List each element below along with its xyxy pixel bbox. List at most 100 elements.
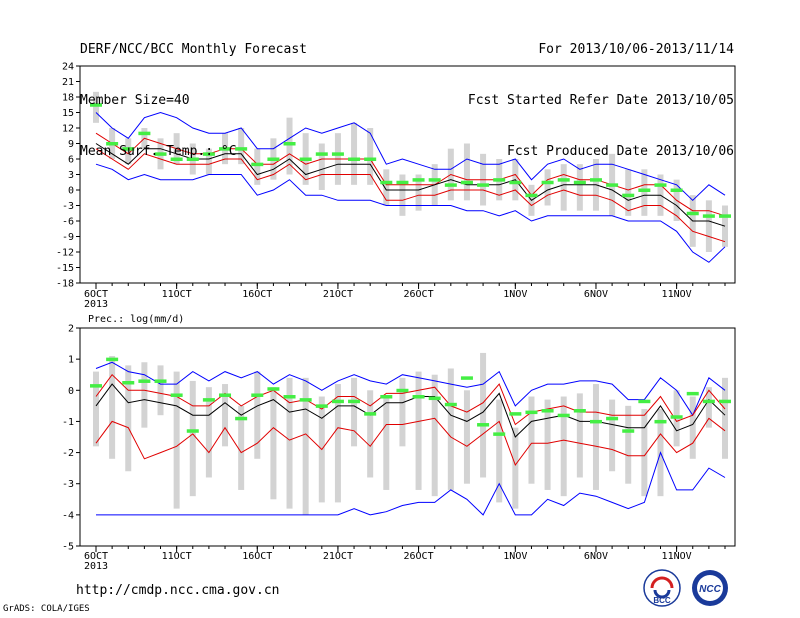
member-range-bar: [722, 377, 728, 459]
observed-marker: [428, 178, 441, 182]
observed-marker: [444, 183, 457, 187]
member-range-bar: [254, 148, 261, 185]
observed-marker: [348, 157, 361, 161]
member-range-bar: [641, 408, 648, 497]
observed-marker: [154, 152, 167, 156]
y-tick-label: -9: [62, 232, 74, 243]
member-range-bar: [609, 399, 616, 472]
observed-marker: [154, 379, 167, 383]
member-range-bar: [125, 138, 132, 165]
bcc-logo-text: BCC: [653, 596, 671, 605]
member-range-bar: [463, 143, 470, 201]
y-tick-label: -18: [56, 279, 74, 290]
x-tick-label: 1NOV: [503, 551, 527, 562]
observed-marker: [348, 399, 361, 404]
member-range-bar: [576, 164, 583, 211]
member-range-bar: [318, 143, 325, 190]
y-tick-label: 12: [62, 124, 74, 135]
observed-marker: [315, 404, 328, 408]
member-range-bar: [463, 390, 470, 484]
member-range-bar: [480, 352, 487, 478]
observed-marker: [396, 388, 409, 393]
panel-label: Prec.: log(mm/d): [88, 314, 184, 325]
series-line-lower: [95, 417, 726, 467]
observed-marker: [589, 178, 602, 182]
observed-marker: [444, 402, 457, 407]
observed-marker: [541, 180, 554, 185]
member-range-bar: [286, 377, 293, 509]
observed-marker: [315, 152, 328, 156]
header-variable: Mean Surf. Temp.: °C: [80, 144, 237, 159]
x-tick-label: 6NOV: [584, 289, 608, 300]
observed-marker: [267, 387, 280, 391]
observed-marker: [186, 157, 199, 161]
observed-marker: [122, 147, 135, 151]
observed-marker: [460, 180, 473, 185]
observed-marker: [138, 131, 151, 136]
x-tick-label: 6OCT: [84, 289, 108, 300]
member-range-bar: [302, 377, 309, 515]
x-tick-label: 6OCT: [84, 551, 108, 562]
observed-marker: [138, 379, 151, 383]
member-range-bar: [399, 174, 406, 216]
observed-marker: [493, 178, 506, 182]
member-range-bar: [351, 377, 358, 447]
source-url[interactable]: http://cmdp.ncc.cma.gov.cn: [76, 583, 280, 598]
member-range-bar: [415, 371, 422, 490]
member-range-bar: [399, 377, 406, 447]
observed-marker: [719, 214, 731, 218]
x-tick-label: 11OCT: [162, 551, 192, 562]
x-tick-label: 16OCT: [242, 551, 272, 562]
observed-marker: [380, 180, 393, 185]
member-range-bar: [447, 368, 454, 490]
member-range-bar: [367, 390, 374, 478]
observed-marker: [235, 147, 248, 151]
y-tick-label: 3: [68, 170, 74, 181]
observed-marker: [509, 412, 522, 416]
y-tick-label: -4: [62, 510, 74, 521]
grads-credit: GrADS: COLA/IGES: [3, 604, 90, 614]
member-range-bar: [93, 91, 99, 123]
member-range-bar: [205, 148, 212, 175]
observed-marker: [493, 432, 506, 436]
header-started-date: Fcst Started Refer Date 2013/10/05: [467, 93, 734, 108]
observed-marker: [719, 399, 731, 404]
x-tick-label: 11OCT: [162, 289, 192, 300]
member-range-bar: [238, 128, 245, 165]
observed-marker: [235, 416, 248, 421]
observed-marker: [509, 180, 522, 185]
observed-marker: [670, 188, 683, 192]
observed-marker: [573, 409, 586, 413]
y-tick-label: 2: [68, 324, 74, 335]
member-range-bar: [93, 371, 99, 447]
observed-marker: [170, 157, 183, 161]
y-tick-label: -2: [62, 448, 74, 459]
observed-marker: [638, 399, 651, 404]
header-member-size: Member Size=40: [80, 93, 190, 108]
observed-marker: [428, 396, 441, 401]
observed-marker: [541, 409, 554, 413]
series-line-max: [95, 111, 726, 201]
header-produced-date: Fcst Produced Date 2013/10/06: [507, 144, 734, 159]
y-tick-label: 0: [68, 386, 74, 397]
observed-marker: [396, 180, 409, 185]
ncc-logo-text: NCC: [699, 584, 721, 595]
member-range-bar: [286, 117, 293, 175]
observed-marker: [702, 214, 715, 218]
x-tick-label: 21OCT: [323, 289, 353, 300]
observed-marker: [331, 152, 344, 156]
member-range-bar: [238, 405, 245, 490]
member-range-bar: [383, 396, 390, 490]
observed-marker: [589, 419, 602, 424]
observed-marker: [557, 413, 570, 418]
y-tick-label: -6: [62, 217, 74, 228]
member-range-bar: [109, 356, 116, 459]
observed-marker: [525, 410, 538, 415]
x-tick-label: 21OCT: [323, 551, 353, 562]
y-tick-label: 9: [68, 139, 74, 150]
observed-marker: [202, 398, 215, 402]
member-range-bar: [544, 399, 551, 490]
member-range-bar: [705, 387, 712, 428]
